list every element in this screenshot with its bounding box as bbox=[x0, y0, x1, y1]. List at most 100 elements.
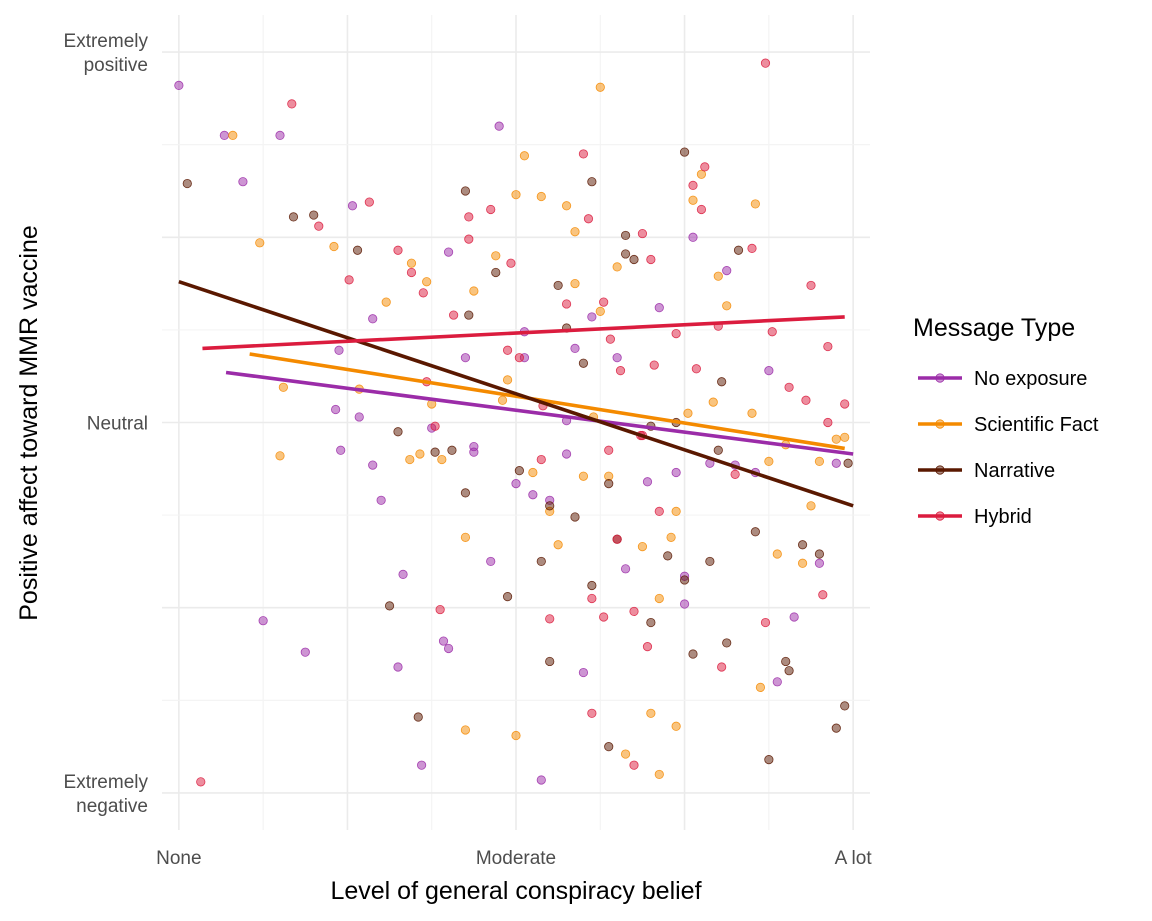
data-point bbox=[772, 549, 782, 559]
data-point bbox=[331, 404, 341, 415]
data-point bbox=[730, 469, 740, 479]
data-point bbox=[460, 532, 471, 542]
data-point bbox=[238, 177, 248, 187]
data-point bbox=[587, 708, 597, 718]
data-point bbox=[605, 334, 616, 344]
data-point bbox=[464, 234, 474, 244]
data-point bbox=[688, 180, 698, 191]
data-point bbox=[415, 449, 425, 459]
data-point bbox=[196, 777, 206, 787]
data-point bbox=[642, 477, 653, 487]
data-point bbox=[620, 249, 631, 259]
trend-line bbox=[249, 352, 845, 451]
data-point bbox=[393, 662, 403, 672]
data-point bbox=[717, 377, 727, 387]
data-point bbox=[413, 712, 423, 722]
data-point bbox=[368, 460, 378, 470]
data-point bbox=[772, 677, 782, 687]
data-point bbox=[781, 656, 791, 667]
data-point bbox=[469, 447, 479, 457]
data-point bbox=[545, 656, 555, 667]
data-point bbox=[612, 353, 622, 363]
data-point bbox=[344, 275, 354, 285]
data-point bbox=[814, 558, 825, 568]
data-point bbox=[287, 99, 297, 109]
data-point bbox=[629, 254, 639, 265]
data-point bbox=[843, 458, 853, 468]
data-point bbox=[831, 723, 841, 733]
data-point bbox=[570, 278, 580, 289]
data-point bbox=[418, 288, 428, 298]
data-point bbox=[393, 427, 403, 437]
data-point bbox=[688, 232, 698, 242]
trend-lines bbox=[178, 280, 854, 508]
data-point bbox=[620, 230, 631, 241]
data-point bbox=[174, 80, 184, 90]
data-point bbox=[578, 667, 589, 678]
legend-title: Message Type bbox=[913, 314, 1075, 342]
data-point bbox=[443, 247, 454, 257]
x-axis-title: Level of general conspiracy belief bbox=[330, 877, 701, 905]
tick-labels: None Moderate A lot Extremely negative Neutra… bbox=[64, 31, 873, 869]
data-point bbox=[578, 358, 589, 368]
data-point bbox=[430, 421, 440, 431]
data-point bbox=[604, 479, 614, 489]
data-point bbox=[545, 614, 555, 624]
data-point bbox=[733, 245, 744, 255]
data-point bbox=[679, 575, 690, 585]
data-point bbox=[447, 445, 457, 455]
data-point bbox=[536, 556, 546, 567]
data-point bbox=[570, 343, 580, 354]
data-point bbox=[536, 454, 546, 465]
data-point bbox=[679, 147, 690, 157]
data-point bbox=[255, 238, 265, 248]
data-point bbox=[460, 488, 471, 498]
data-point bbox=[671, 467, 681, 478]
data-point bbox=[814, 549, 825, 559]
data-point bbox=[806, 501, 816, 511]
data-point bbox=[578, 149, 589, 159]
legend-items: No exposure Scientific Fact Narrative Hybri… bbox=[918, 368, 1099, 528]
data-point bbox=[587, 593, 597, 604]
data-point bbox=[528, 490, 538, 500]
data-point bbox=[806, 280, 816, 291]
data-point bbox=[747, 243, 757, 253]
data-point bbox=[646, 708, 656, 718]
legend-label: Narrative bbox=[974, 460, 1055, 482]
data-point bbox=[486, 204, 496, 215]
data-point bbox=[814, 456, 825, 466]
data-point bbox=[464, 310, 474, 320]
data-point bbox=[219, 130, 229, 140]
data-point bbox=[314, 221, 324, 231]
data-point bbox=[620, 564, 631, 574]
data-point bbox=[696, 169, 707, 179]
data-point bbox=[352, 245, 363, 255]
data-point bbox=[300, 647, 310, 657]
data-point bbox=[578, 471, 589, 481]
data-point bbox=[666, 532, 676, 542]
data-point bbox=[642, 642, 653, 652]
data-point bbox=[553, 280, 563, 291]
data-point bbox=[629, 606, 639, 617]
data-point bbox=[823, 417, 833, 428]
data-point bbox=[460, 186, 471, 196]
data-point bbox=[545, 501, 555, 511]
y-tick-label: Extremely bbox=[64, 772, 149, 793]
data-point bbox=[688, 195, 698, 205]
data-point bbox=[612, 262, 622, 272]
data-point bbox=[561, 201, 572, 211]
data-point bbox=[818, 590, 828, 600]
data-point bbox=[637, 228, 648, 239]
data-point bbox=[486, 556, 496, 567]
data-point bbox=[491, 251, 501, 261]
data-point bbox=[823, 341, 833, 352]
legend-key-point bbox=[935, 373, 945, 383]
data-point bbox=[553, 540, 563, 550]
legend-key-point bbox=[935, 419, 945, 429]
data-point bbox=[696, 204, 707, 215]
data-point bbox=[755, 682, 766, 692]
data-point bbox=[587, 580, 597, 591]
data-point bbox=[514, 466, 524, 476]
data-point bbox=[469, 286, 479, 296]
